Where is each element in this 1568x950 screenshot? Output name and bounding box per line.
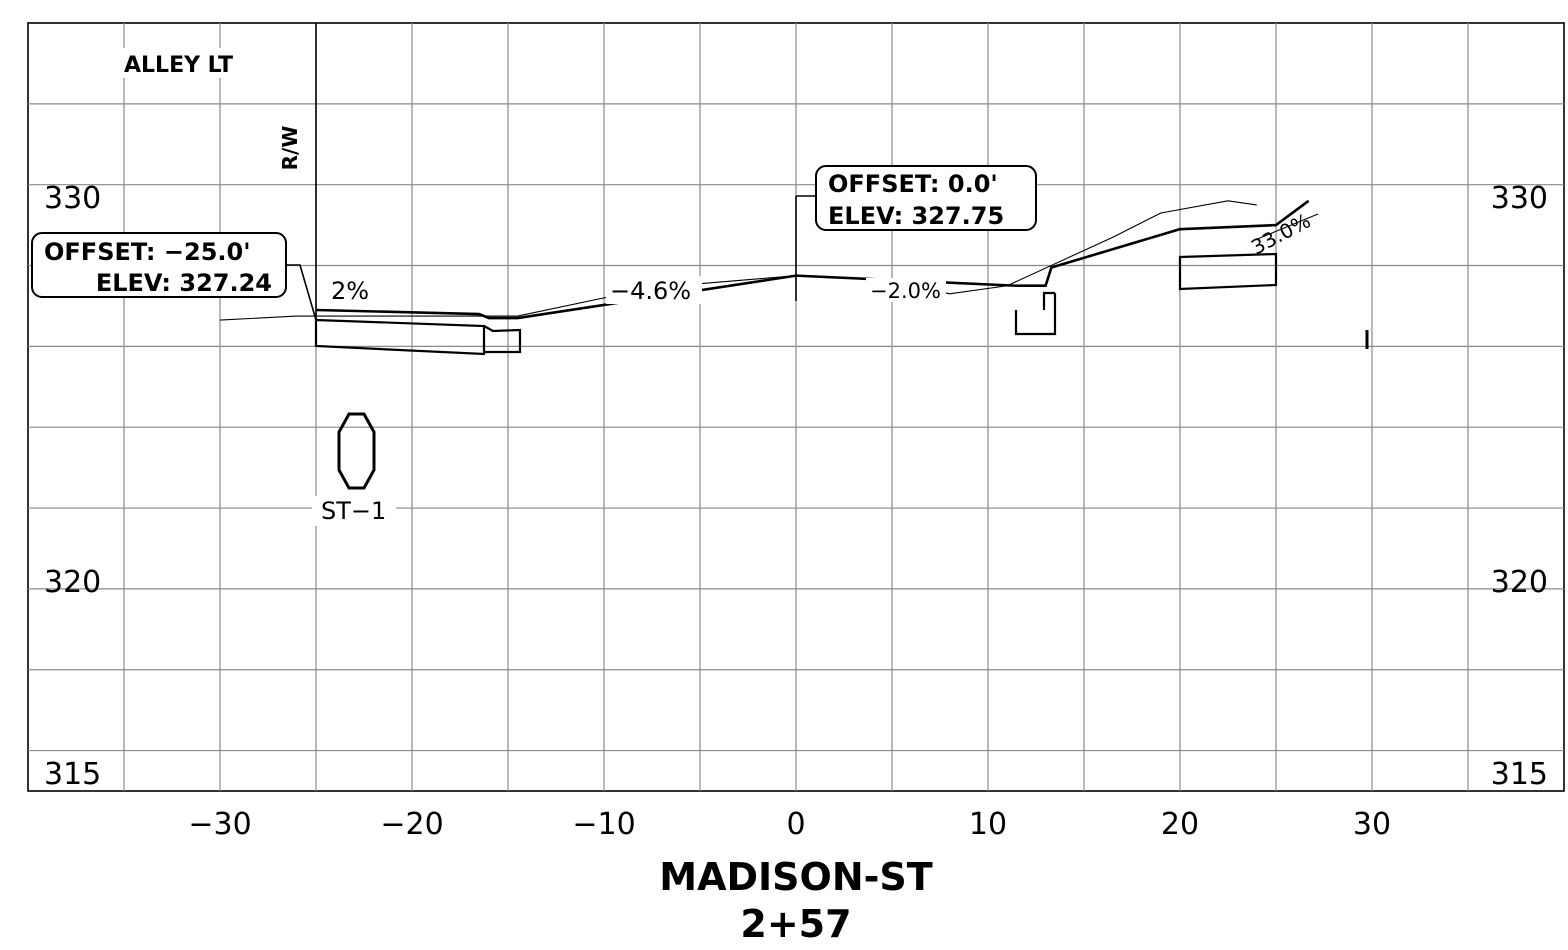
y-label-320-right: 320 (1491, 565, 1548, 600)
y-label-330-right: 330 (1491, 181, 1548, 216)
slope-label-bg (324, 276, 380, 304)
station-label: 2+57 (740, 902, 851, 946)
slope-label: −4.6% (610, 277, 691, 305)
x-tick-label: −20 (380, 807, 443, 842)
slope-label: −2.0% (870, 279, 941, 303)
design-surface-line (315, 199, 1310, 320)
right-curb-box (1014, 293, 1057, 336)
x-tick-label: 10 (969, 807, 1007, 842)
callout-left: OFFSET: −25.0' ELEV: 327.24 (31, 232, 317, 321)
slope-label: 33.0% (1247, 208, 1314, 259)
alley-label-bg (62, 48, 238, 78)
rw-label-bg (274, 118, 314, 178)
callout-left-leader (286, 264, 317, 321)
callout-center-elev: ELEV: 327.75 (828, 202, 1004, 230)
grid (28, 23, 1564, 791)
callout-center-box (815, 165, 1037, 231)
y-label-315-right: 315 (1491, 757, 1548, 792)
y-label-320-left: 320 (44, 565, 101, 600)
callout-center-offset: OFFSET: 0.0' (828, 170, 998, 198)
structure-label: ST−1 (321, 497, 386, 525)
x-tick-label: −10 (572, 807, 635, 842)
slope-underline (1254, 213, 1319, 241)
left-pavement-box (314, 318, 486, 356)
callout-left-offset: OFFSET: −25.0' (44, 238, 251, 266)
y-label-315-left: 315 (44, 757, 101, 792)
callout-left-elev: ELEV: 327.24 (96, 269, 272, 297)
x-tick-label: 0 (786, 807, 805, 842)
slope-label-bg (606, 276, 702, 304)
structure-symbol (337, 412, 376, 490)
y-label-330-left: 330 (44, 181, 101, 216)
left-curb-box (483, 325, 522, 354)
section-title: MADISON-ST (659, 855, 933, 899)
rw-label: R/W (278, 126, 302, 171)
slope-label-bg (866, 278, 946, 302)
right-curb-top (1042, 291, 1055, 310)
x-tick-label: −30 (188, 807, 251, 842)
x-tick-label: 20 (1161, 807, 1199, 842)
alley-label: ALLEY LT (124, 53, 233, 78)
profile-lines (219, 199, 1310, 321)
right-walk-box (1178, 252, 1278, 291)
x-tick-label: 30 (1353, 807, 1391, 842)
structure-label-bg (312, 496, 396, 526)
pavement-structures (314, 252, 1278, 356)
slope-label: 2% (331, 277, 369, 305)
callout-center: OFFSET: 0.0' ELEV: 327.75 (795, 165, 1037, 301)
